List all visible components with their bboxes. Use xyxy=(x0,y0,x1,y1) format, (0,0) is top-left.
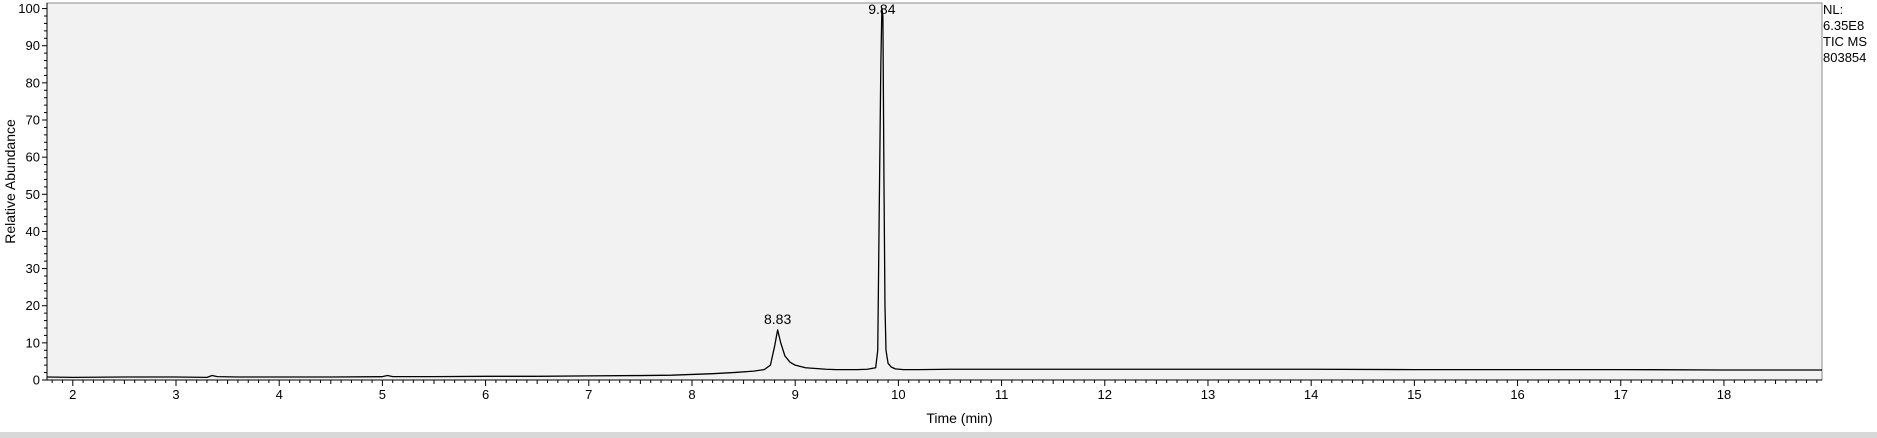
x-tick-label: 11 xyxy=(995,387,1009,402)
peak-label: 9.84 xyxy=(868,1,895,17)
peak-labels: 8.83 9.84 xyxy=(764,1,896,327)
x-tick-label: 3 xyxy=(172,387,179,402)
x-tick-label: 6 xyxy=(482,387,489,402)
x-tick-label: 7 xyxy=(585,387,592,402)
y-tick-label: 0 xyxy=(33,373,40,388)
x-tick-label: 18 xyxy=(1717,387,1731,402)
x-tick-label: 10 xyxy=(891,387,905,402)
y-tick-label: 60 xyxy=(26,150,40,165)
x-axis-ticks: 2 3 4 5 6 7 8 9 10 11 12 13 14 15 16 17 18 xyxy=(51,380,1818,402)
y-tick-label: 50 xyxy=(26,187,40,202)
x-tick-label: 4 xyxy=(276,387,283,402)
bottom-scrollbar xyxy=(0,432,1877,438)
x-tick-label: 2 xyxy=(69,387,76,402)
x-tick-label: 16 xyxy=(1510,387,1524,402)
y-tick-label: 80 xyxy=(26,75,40,90)
x-tick-label: 14 xyxy=(1304,387,1318,402)
x-tick-label: 5 xyxy=(379,387,386,402)
file-id: 803854 xyxy=(1823,50,1867,65)
scan-filter: TIC MS xyxy=(1823,34,1868,49)
nl-label: NL: xyxy=(1823,2,1844,17)
x-tick-label: 8 xyxy=(688,387,695,402)
x-tick-label: 15 xyxy=(1407,387,1421,402)
peak-label: 8.83 xyxy=(764,311,791,327)
nl-value: 6.35E8 xyxy=(1823,18,1865,33)
x-tick-label: 17 xyxy=(1614,387,1628,402)
y-tick-label: 20 xyxy=(26,298,40,313)
x-tick-label: 12 xyxy=(1098,387,1112,402)
y-tick-label: 70 xyxy=(26,113,40,128)
y-tick-label: 40 xyxy=(26,224,40,239)
plot-area xyxy=(46,2,1823,381)
y-axis-title: Relative Abundance xyxy=(2,119,18,244)
y-tick-label: 100 xyxy=(18,1,40,16)
y-tick-label: 10 xyxy=(26,335,40,350)
x-axis-title: Time (min) xyxy=(926,410,992,426)
y-axis-ticks: 0 10 20 30 40 50 60 70 80 90 100 xyxy=(18,1,47,388)
y-tick-label: 30 xyxy=(26,261,40,276)
x-tick-label: 13 xyxy=(1201,387,1215,402)
y-tick-label: 90 xyxy=(26,38,40,53)
x-tick-label: 9 xyxy=(792,387,799,402)
scan-info-panel: NL: 6.35E8 TIC MS 803854 xyxy=(1823,2,1877,66)
tic-trace xyxy=(46,7,1822,379)
